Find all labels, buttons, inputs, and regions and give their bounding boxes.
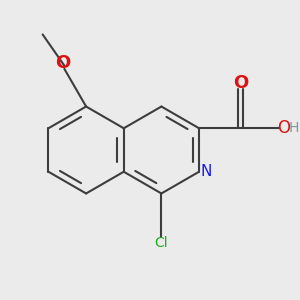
Text: Cl: Cl — [154, 236, 168, 250]
Text: N: N — [200, 164, 212, 179]
Text: O: O — [233, 74, 248, 92]
Text: H: H — [289, 121, 299, 135]
Text: O: O — [277, 119, 290, 137]
Text: O: O — [55, 54, 70, 72]
